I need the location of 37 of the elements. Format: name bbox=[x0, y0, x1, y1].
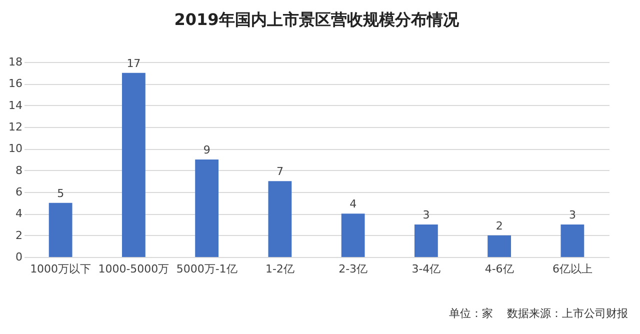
bar bbox=[488, 235, 512, 257]
y-tick-label: 14 bbox=[8, 98, 22, 112]
bar bbox=[122, 72, 146, 257]
bar bbox=[48, 202, 72, 257]
y-tick-label: 8 bbox=[16, 164, 22, 177]
x-tick-label: 5000万-1亿 bbox=[176, 262, 238, 276]
x-tick-label: 6亿以上 bbox=[552, 262, 592, 276]
x-tick-label: 1-2亿 bbox=[265, 262, 294, 276]
y-tick-label: 2 bbox=[16, 228, 22, 242]
source-note: 数据来源：上市公司财报 bbox=[507, 307, 628, 320]
x-tick-label: 1000万以下 bbox=[30, 262, 92, 276]
y-tick-label: 10 bbox=[8, 142, 22, 156]
data-label: 4 bbox=[350, 198, 357, 211]
data-label: 7 bbox=[276, 165, 284, 178]
y-tick-label: 6 bbox=[16, 186, 22, 198]
bar bbox=[414, 224, 438, 257]
x-tick-label: 4-6亿 bbox=[484, 262, 514, 276]
bar bbox=[341, 214, 365, 257]
text: 单位：家 bbox=[449, 307, 493, 320]
y-tick-label: 4 bbox=[16, 207, 22, 220]
data-label: 3 bbox=[422, 208, 430, 222]
data-label: 9 bbox=[203, 144, 210, 156]
data-label: 3 bbox=[568, 208, 576, 222]
x-tick-label: 1000-5000万 bbox=[98, 262, 170, 276]
bar bbox=[268, 181, 292, 257]
y-tick-label: 0 bbox=[16, 250, 22, 264]
bar bbox=[560, 224, 584, 257]
y-tick-label: 18 bbox=[8, 56, 22, 68]
y-tick-label: 12 bbox=[8, 120, 22, 134]
data-label: 5 bbox=[57, 186, 64, 200]
data-label: 2 bbox=[496, 219, 503, 232]
chart-title: 2019年国内上市景区营收规模分布情况 bbox=[174, 10, 460, 29]
x-tick-label: 2-3亿 bbox=[338, 262, 368, 276]
bar bbox=[195, 160, 219, 257]
x-tick-label: 3-4亿 bbox=[412, 262, 441, 276]
data-label: 17 bbox=[126, 56, 141, 70]
y-tick-label: 16 bbox=[8, 77, 22, 90]
